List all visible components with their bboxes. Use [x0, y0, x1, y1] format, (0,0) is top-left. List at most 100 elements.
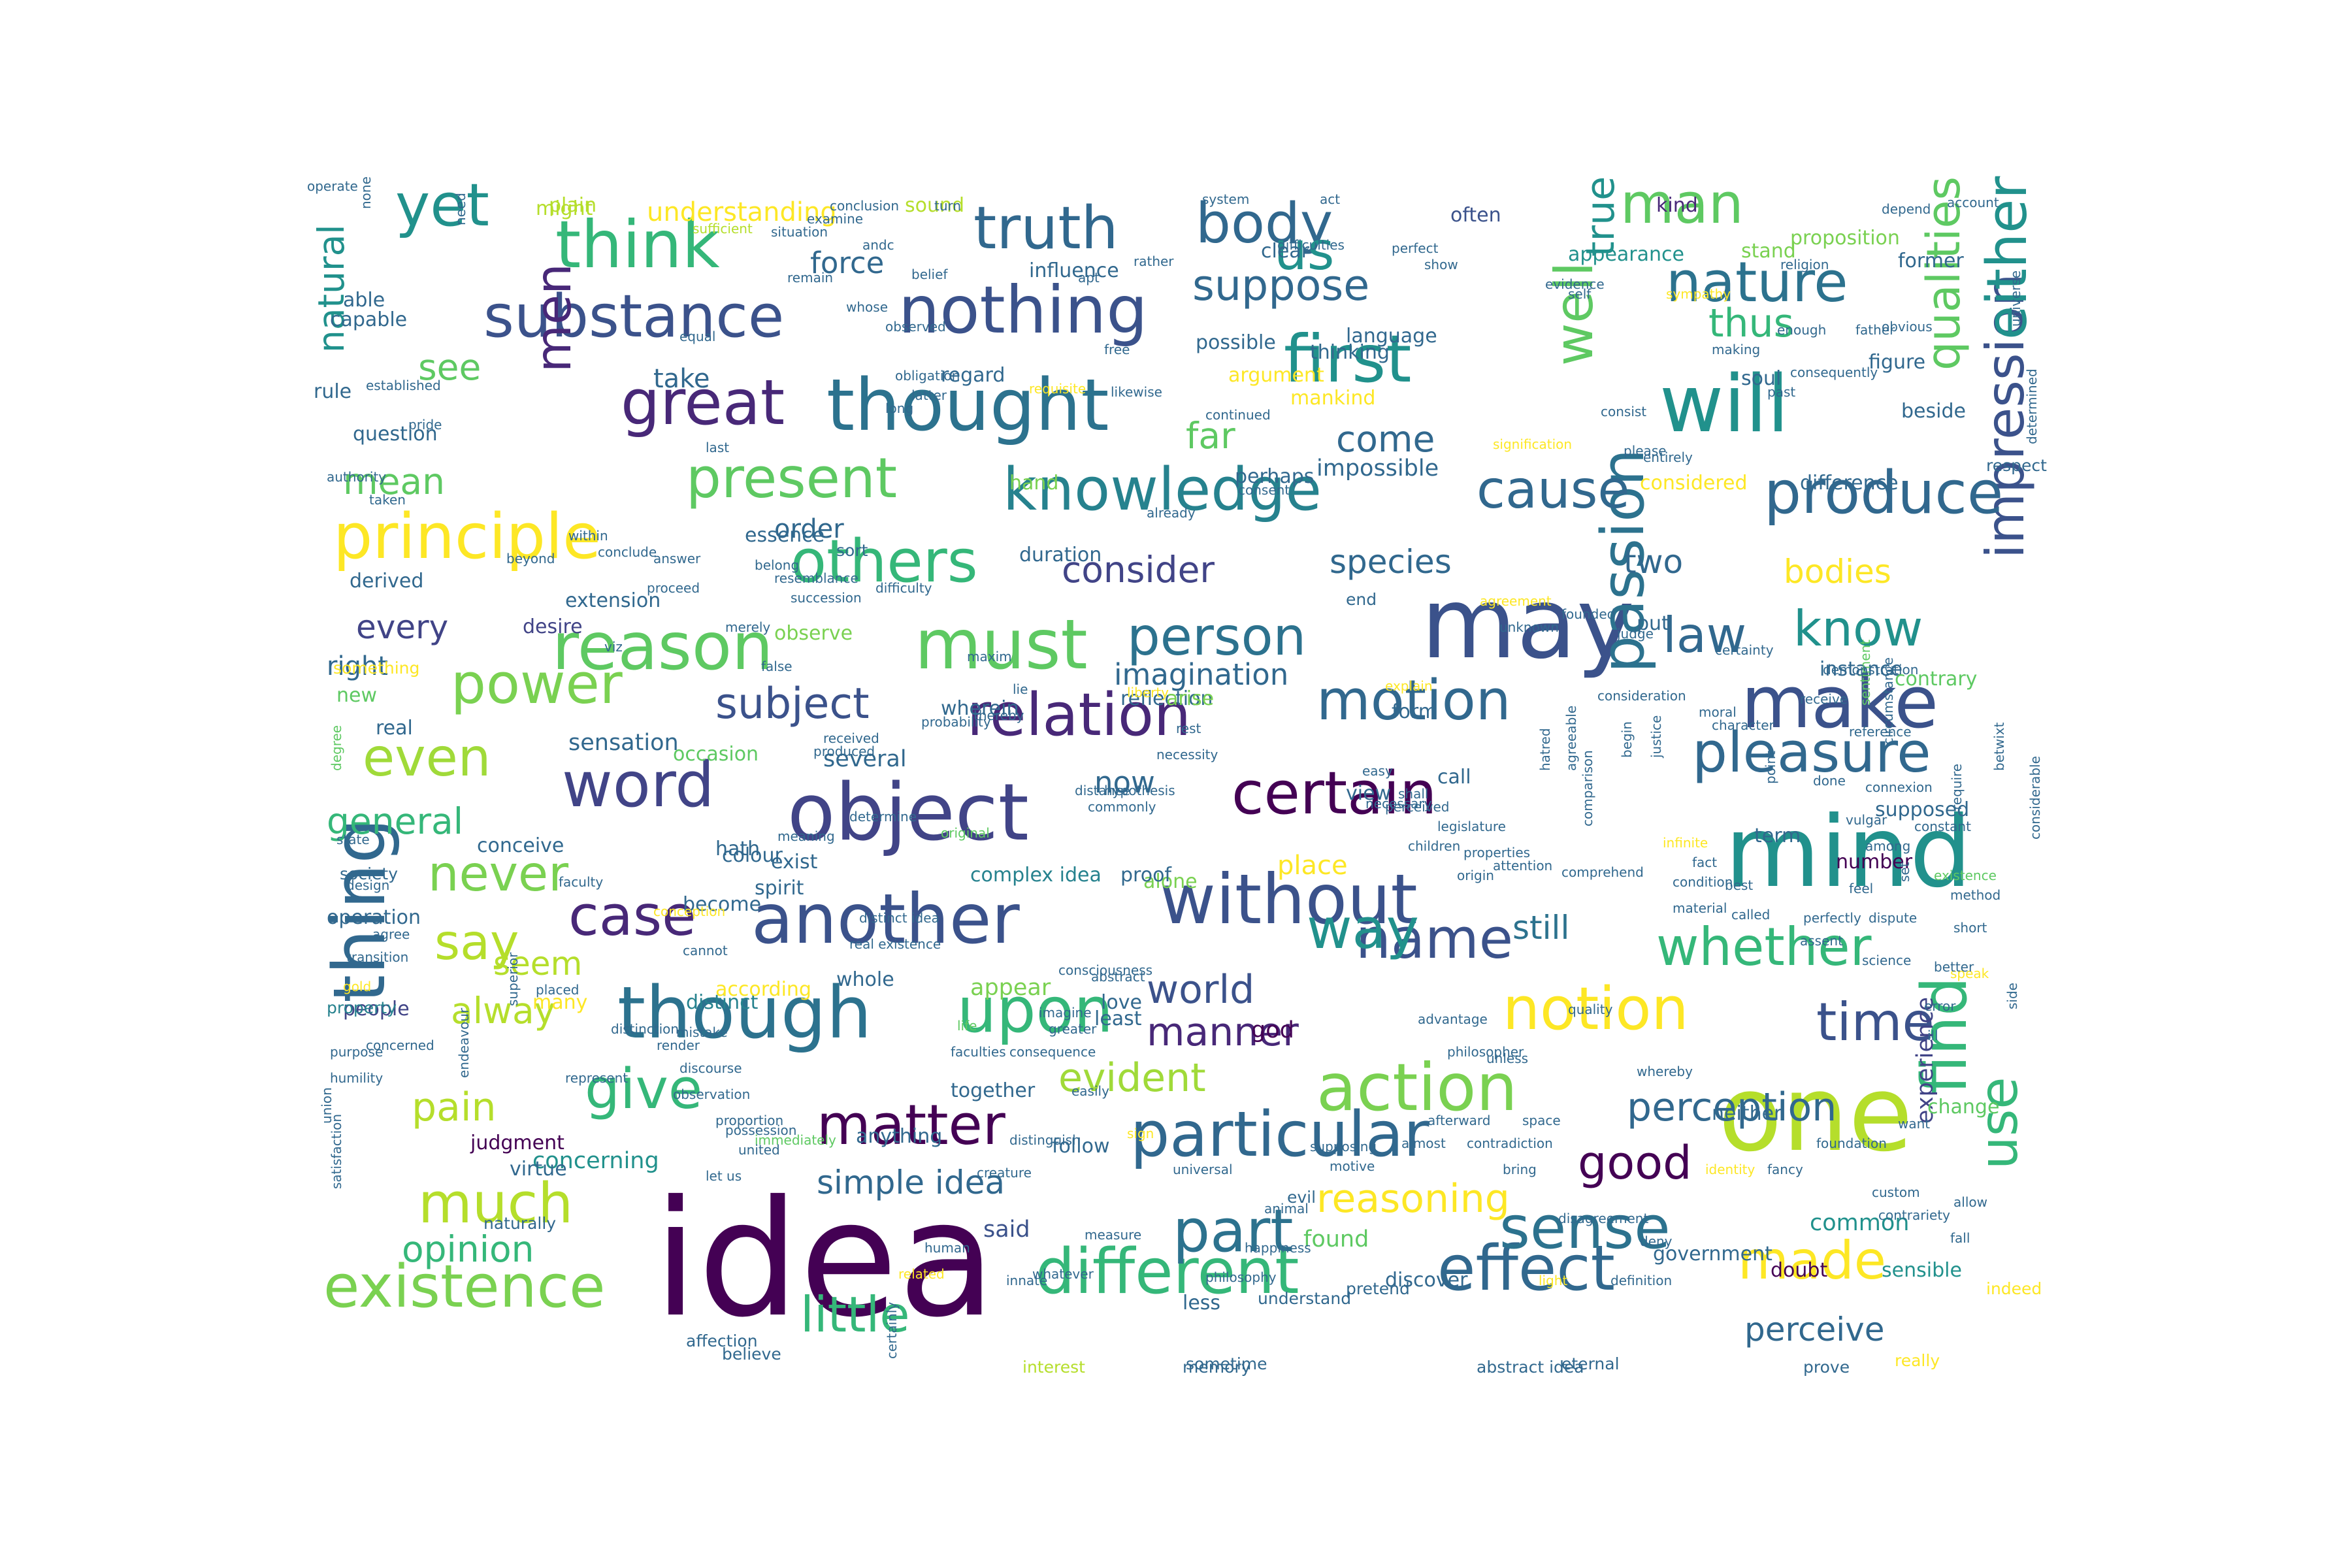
word-wherein: wherein — [941, 697, 1019, 720]
word-seem: seem — [493, 945, 583, 983]
word-colour: colour — [722, 844, 783, 867]
word-less: less — [1183, 1292, 1221, 1315]
word-unknown: unknown — [1499, 619, 1559, 635]
word-contradiction: contradiction — [1467, 1135, 1553, 1151]
word-considered: considered — [1640, 472, 1748, 495]
word-together: together — [951, 1079, 1036, 1102]
word-appear: appear — [970, 975, 1051, 1001]
word-character: character — [1712, 717, 1774, 733]
word-difference: difference — [1800, 472, 1899, 495]
word-often: often — [1450, 204, 1501, 227]
word-resemblance: resemblance — [774, 570, 858, 586]
word-opinion: opinion — [402, 1228, 534, 1270]
word-judge: judge — [1617, 626, 1654, 642]
word-know: know — [1793, 600, 1923, 657]
word-something: something — [333, 659, 420, 678]
word-considerable: considerable — [2027, 756, 2043, 840]
word-consider: consider — [1062, 549, 1215, 591]
word-connexion: connexion — [1865, 779, 1933, 795]
word-order: order — [774, 514, 844, 544]
word-taken: taken — [369, 492, 406, 508]
word-done: done — [1813, 773, 1846, 789]
word-easily: easily — [1071, 1083, 1109, 1099]
word-received: received — [823, 730, 879, 746]
word-place: place — [1277, 851, 1348, 881]
word-supposed: supposed — [1875, 798, 1970, 821]
word-allow: allow — [1953, 1194, 1987, 1210]
word-afterward: afterward — [1428, 1113, 1491, 1128]
word-shall: shall — [1398, 786, 1429, 802]
word-easy: easy — [1362, 763, 1393, 779]
word-follow: follow — [1052, 1135, 1110, 1158]
word-yet: yet — [395, 171, 489, 240]
word-fancy: fancy — [1767, 1162, 1803, 1177]
word-essence: essence — [745, 524, 825, 547]
word-comprehend: comprehend — [1561, 864, 1644, 880]
word-extension: extension — [565, 589, 661, 612]
word-consist: consist — [1601, 404, 1647, 419]
word-use: use — [1968, 1077, 2029, 1169]
word-probability: probability — [921, 714, 991, 730]
word-advantage: advantage — [1418, 1011, 1488, 1027]
word-see: see — [418, 346, 482, 388]
word-disagreement: disagreement — [1558, 1211, 1649, 1226]
word-necessary: necessary — [1365, 796, 1432, 811]
word-deny: deny — [1640, 1233, 1673, 1249]
word-every: every — [356, 608, 449, 646]
word-question: question — [353, 423, 438, 446]
word-influence: influence — [1029, 259, 1119, 282]
word-comparison: comparison — [1580, 750, 1595, 826]
word-produce: produce — [1764, 459, 2004, 527]
word-will: will — [1659, 359, 1789, 450]
word-reflection: reflection — [1120, 687, 1213, 710]
word-placed: placed — [536, 982, 580, 998]
word-pretend: pretend — [1346, 1279, 1410, 1298]
word-way: way — [1307, 897, 1419, 962]
word-proceed: proceed — [647, 580, 700, 596]
word-idea: idea — [653, 1166, 996, 1352]
word-maxim: maxim — [967, 649, 1012, 664]
word-stand: stand — [1741, 240, 1796, 263]
word-answer: answer — [653, 551, 701, 566]
word-subject: subject — [715, 679, 870, 728]
word-proportion: proportion — [715, 1113, 784, 1128]
word-exist: exist — [771, 851, 818, 874]
word-different: different — [1036, 1236, 1299, 1308]
word-produced: produced — [813, 743, 875, 759]
word-united: united — [738, 1142, 780, 1158]
word-andc: andc — [862, 237, 894, 253]
word-perhaps: perhaps — [1235, 465, 1315, 488]
word-certain: certain — [1232, 759, 1437, 828]
word-almost: almost — [1401, 1135, 1446, 1151]
word-love: love — [1101, 991, 1142, 1014]
word-kind: kind — [1656, 194, 1698, 217]
word-attention: attention — [1493, 858, 1553, 874]
word-conclusion: conclusion — [830, 198, 900, 214]
word-whereby: whereby — [1637, 1064, 1693, 1079]
word-necessity: necessity — [1156, 747, 1218, 762]
word-desire: desire — [523, 615, 583, 638]
word-former: former — [1898, 250, 1964, 272]
word-part: part — [1173, 1197, 1294, 1266]
word-immediately: immediately — [755, 1132, 836, 1148]
word-call: call — [1437, 766, 1471, 789]
word-figure: figure — [1869, 351, 1926, 374]
word-neither: neither — [1712, 1102, 1782, 1125]
word-come: come — [1336, 418, 1435, 460]
word-assent: assent — [1800, 933, 1843, 949]
word-pride: pride — [408, 417, 442, 433]
word-life: life — [957, 1018, 977, 1034]
word-established: established — [366, 378, 441, 393]
word-greater: greater — [1049, 1021, 1097, 1037]
word-free: free — [1104, 342, 1130, 357]
word-whose: whose — [846, 299, 888, 315]
word-force: force — [810, 246, 885, 280]
word-thinking: thinking — [1310, 341, 1390, 364]
word-general: general — [327, 800, 464, 842]
word-render: render — [657, 1037, 700, 1053]
word-species: species — [1330, 543, 1452, 581]
word-sensation: sensation — [568, 730, 679, 756]
word-explain: explain — [1385, 678, 1433, 694]
word-certainty: certainty — [1715, 642, 1774, 658]
word-purpose: purpose — [330, 1044, 384, 1060]
